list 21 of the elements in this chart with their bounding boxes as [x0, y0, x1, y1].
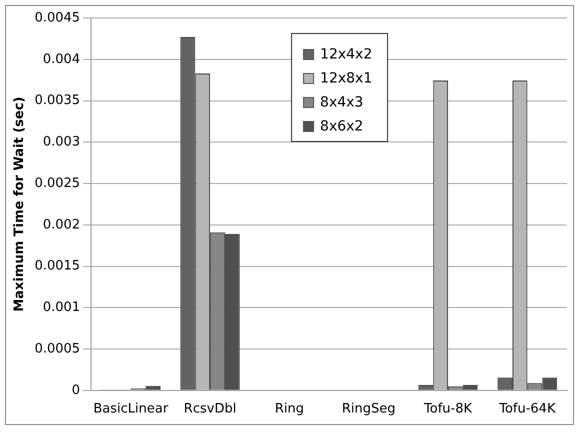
x-tick-label: Ring: [274, 402, 304, 417]
y-tick-label: 0.004: [42, 52, 80, 67]
legend-label: 12x8x1: [320, 70, 372, 87]
x-tick-label: Tofu-8K: [423, 402, 472, 417]
legend-label: 8x4x3: [320, 94, 364, 111]
x-tick-label: BasicLinear: [93, 402, 169, 417]
y-axis-title: Maximum Time for Wait (sec): [12, 96, 28, 312]
y-tick-label: 0.003: [42, 134, 80, 150]
y-tick-label: 0.001: [42, 300, 80, 316]
y-tick-label: 0.0035: [34, 93, 80, 108]
y-tick-label: 0.0025: [34, 176, 80, 191]
legend-label: 8x6x2: [320, 118, 364, 135]
y-tick-label: 0.0045: [34, 10, 80, 26]
x-tick-label: RcsvDbl: [184, 402, 236, 417]
y-tick-label: 0.0005: [34, 341, 80, 356]
x-tick-label: RingSeg: [342, 402, 396, 417]
x-tick-label: Tofu-64K: [498, 402, 556, 417]
y-tick-label: 0.0015: [34, 258, 80, 274]
legend-label: 12x4x2: [320, 46, 372, 63]
y-tick-label: 0: [72, 382, 80, 398]
y-tick-label: 0.002: [42, 217, 80, 232]
